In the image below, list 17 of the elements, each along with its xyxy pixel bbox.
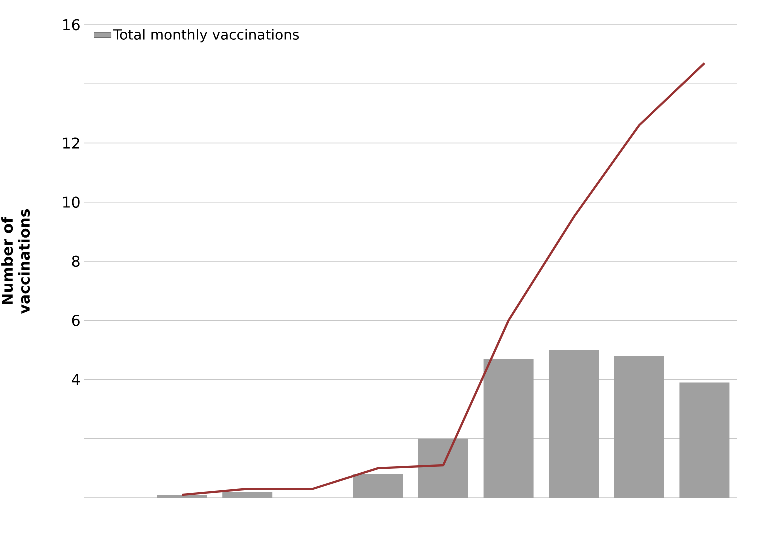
y-tick-label: 12 [63,138,80,149]
bar [484,359,534,498]
line-series [181,62,706,496]
y-tick-label: 6 [72,314,80,326]
y-tick-label: 8 [72,256,80,268]
bar [222,492,273,498]
y-tick-label: 10 [63,196,80,208]
bar [157,495,208,498]
y-axis-title: Number of vaccinations [2,209,30,314]
y-tick-label: 4 [72,374,80,386]
y-tick-label: 16 [63,19,80,31]
bar [614,356,664,498]
bar [680,382,730,498]
bar [353,474,404,498]
bar [549,350,600,498]
bar [418,438,468,498]
legend-label: Total monthly vaccinations [113,29,300,43]
